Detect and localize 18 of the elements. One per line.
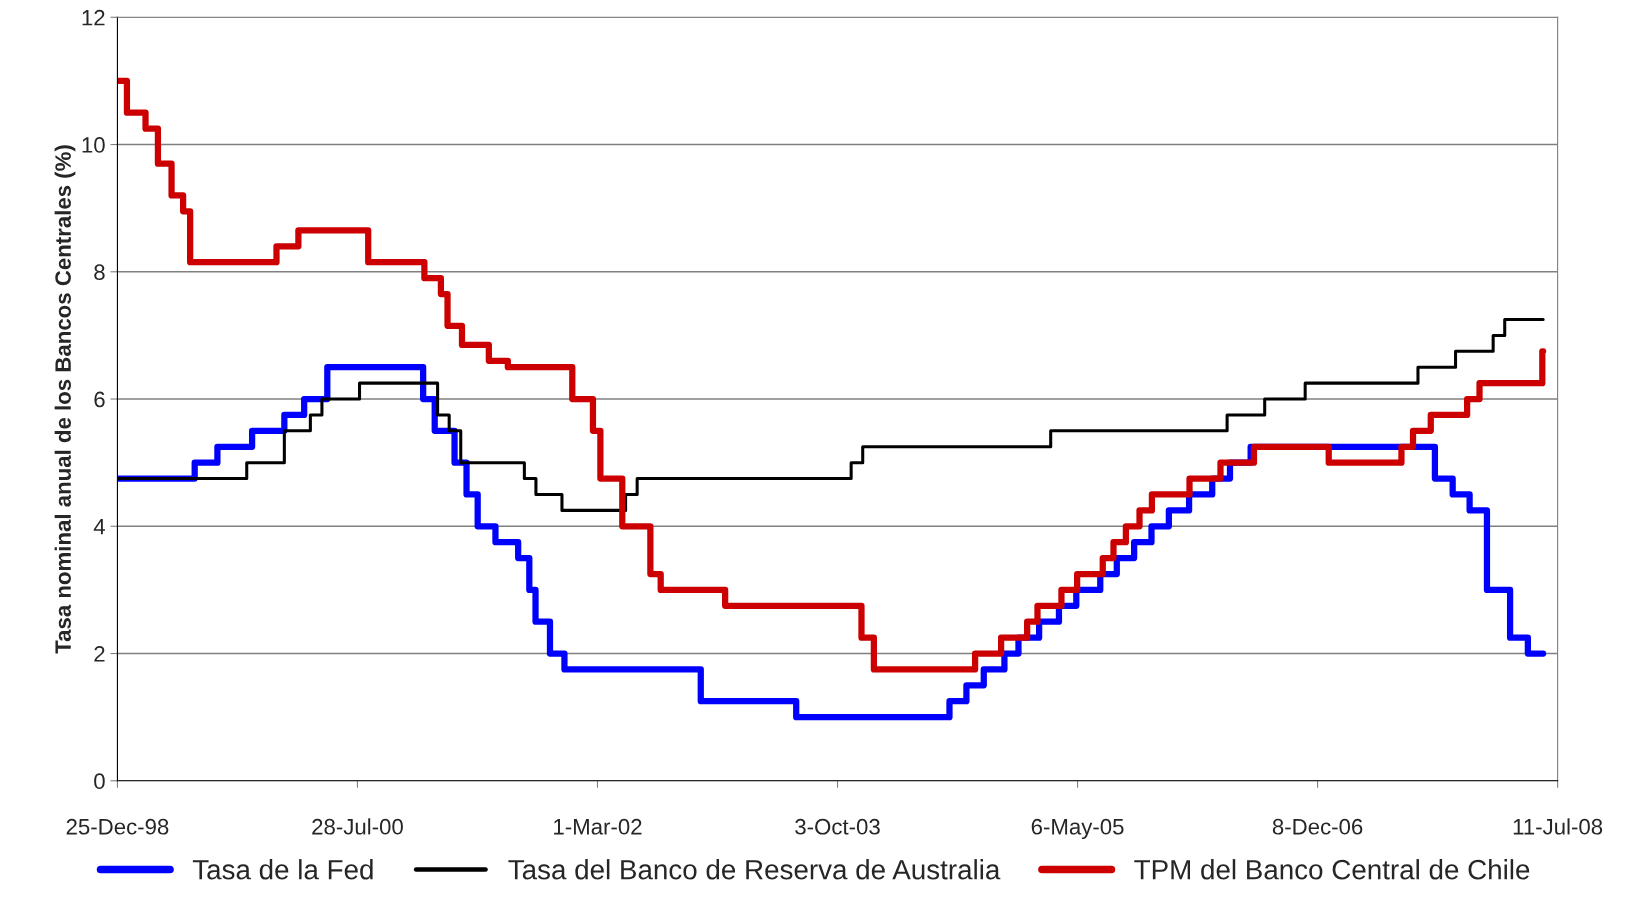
y-axis-title: Tasa nominal anual de los Bancos Centrales (%) xyxy=(54,145,76,654)
legend-label: Tasa del Banco de Reserva de Australia xyxy=(508,859,1001,880)
x-tick-label: 25-Dec-98 xyxy=(66,818,169,835)
x-tick-label: 28-Jul-00 xyxy=(312,818,403,835)
y-tick-label: 10 xyxy=(82,137,105,153)
y-tick-label: 4 xyxy=(93,519,105,535)
y-tick-label: 6 xyxy=(94,391,105,408)
x-tick-label: 6-May-05 xyxy=(1031,818,1124,839)
x-tick-label: 1-Mar-02 xyxy=(554,818,642,835)
y-tick-label: 8 xyxy=(94,264,105,281)
legend-label: Tasa de la Fed xyxy=(192,859,373,880)
y-tick-label: 12 xyxy=(82,9,105,26)
x-tick-label: 11-Jul-08 xyxy=(1513,818,1603,835)
y-tick-label: 2 xyxy=(94,646,105,662)
legend-label: TPM del Banco Central de Chile xyxy=(1134,859,1530,880)
y-tick-label: 0 xyxy=(94,773,105,790)
x-tick-label: 8-Dec-06 xyxy=(1272,818,1363,835)
x-tick-label: 3-Oct-03 xyxy=(795,818,880,835)
